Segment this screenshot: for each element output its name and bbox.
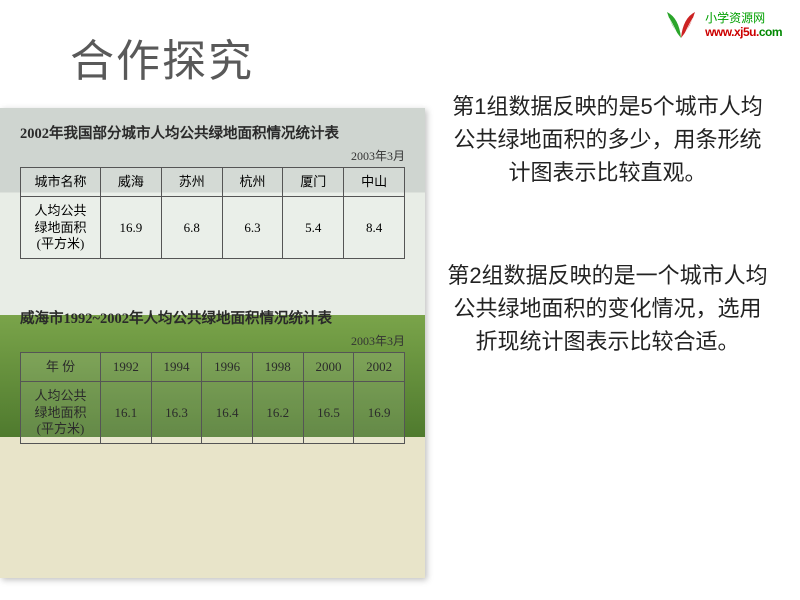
tables-panel: 2002年我国部分城市人均公共绿地面积情况统计表 2003年3月 城市名称 威海… <box>0 108 425 578</box>
table1-title: 2002年我国部分城市人均公共绿地面积情况统计表 <box>20 122 405 143</box>
row-header: 人均公共 绿地面积 (平方米) <box>21 197 101 259</box>
site-logo: 小学资源网 www.xj5u.com <box>661 8 782 42</box>
cell: 16.2 <box>252 382 303 444</box>
cell: 中山 <box>344 168 405 197</box>
table2: 年 份 1992 1994 1996 1998 2000 2002 人均公共 绿… <box>20 352 405 444</box>
cell: 16.4 <box>202 382 253 444</box>
table-row: 人均公共 绿地面积 (平方米) 16.9 6.8 6.3 5.4 8.4 <box>21 197 405 259</box>
cell: 16.1 <box>101 382 152 444</box>
cell: 厦门 <box>283 168 344 197</box>
paragraph-2: 第2组数据反映的是一个城市人均公共绿地面积的变化情况，选用折现统计图表示比较合适… <box>445 259 770 358</box>
table2-title: 威海市1992~2002年人均公共绿地面积情况统计表 <box>20 307 405 328</box>
page-title: 合作探究 <box>70 25 254 89</box>
cell: 16.3 <box>151 382 202 444</box>
cell: 16.5 <box>303 382 354 444</box>
table-row: 年 份 1992 1994 1996 1998 2000 2002 <box>21 353 405 382</box>
cell: 8.4 <box>344 197 405 259</box>
cell: 16.9 <box>354 382 405 444</box>
row-header: 城市名称 <box>21 168 101 197</box>
cell: 6.3 <box>222 197 283 259</box>
cell: 2002 <box>354 353 405 382</box>
table-row: 城市名称 威海 苏州 杭州 厦门 中山 <box>21 168 405 197</box>
cell: 1994 <box>151 353 202 382</box>
cell: 2000 <box>303 353 354 382</box>
explanation-text: 第1组数据反映的是5个城市人均公共绿地面积的多少，用条形统计图表示比较直观。 第… <box>445 90 770 428</box>
cell: 1992 <box>101 353 152 382</box>
logo-text-line1: 小学资源网 <box>705 11 782 25</box>
logo-url: www.xj5u.com <box>705 25 782 39</box>
cell: 1998 <box>252 353 303 382</box>
row-header: 年 份 <box>21 353 101 382</box>
paragraph-1: 第1组数据反映的是5个城市人均公共绿地面积的多少，用条形统计图表示比较直观。 <box>445 90 770 189</box>
table1: 城市名称 威海 苏州 杭州 厦门 中山 人均公共 绿地面积 (平方米) 16.9… <box>20 167 405 259</box>
table2-date: 2003年3月 <box>20 332 405 349</box>
cell: 杭州 <box>222 168 283 197</box>
cell: 6.8 <box>161 197 222 259</box>
cell: 1996 <box>202 353 253 382</box>
table1-date: 2003年3月 <box>20 147 405 164</box>
leaf-icon <box>661 8 701 42</box>
cell: 威海 <box>101 168 162 197</box>
cell: 苏州 <box>161 168 222 197</box>
row-header: 人均公共 绿地面积 (平方米) <box>21 382 101 444</box>
cell: 5.4 <box>283 197 344 259</box>
table-row: 人均公共 绿地面积 (平方米) 16.1 16.3 16.4 16.2 16.5… <box>21 382 405 444</box>
cell: 16.9 <box>101 197 162 259</box>
